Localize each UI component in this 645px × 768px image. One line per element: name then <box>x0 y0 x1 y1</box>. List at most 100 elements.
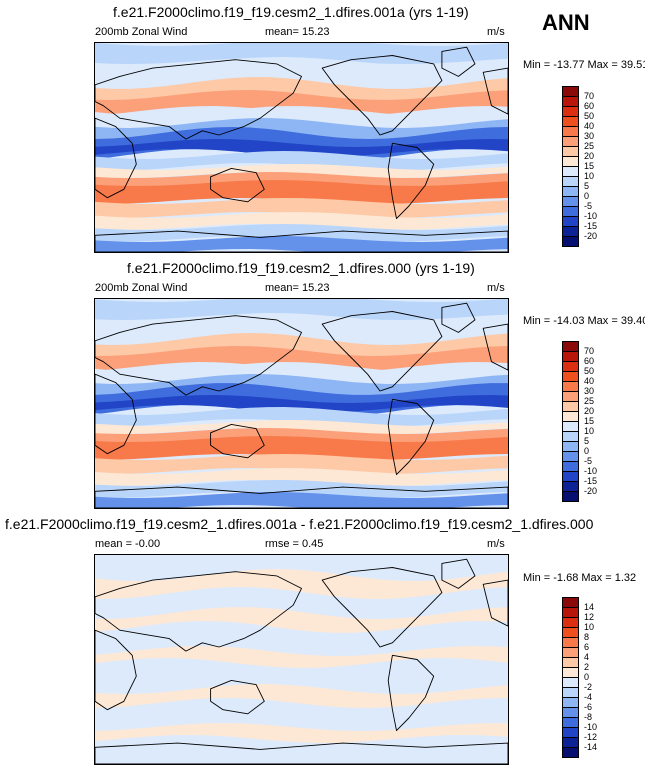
coastline <box>321 311 443 392</box>
colorbar-tick-label: 0 <box>584 672 590 682</box>
contour-band <box>95 607 508 633</box>
colorbar-tick-label: -5 <box>584 201 593 211</box>
contour-band <box>95 106 508 128</box>
colorbar-tick-label: 8 <box>584 632 590 642</box>
colorbar-tick-label: 15 <box>584 161 595 171</box>
colorbar-tick-label: -6 <box>584 702 593 712</box>
coastline <box>210 679 265 715</box>
contour-band <box>95 436 508 460</box>
colorbar-tick-label: -4 <box>584 692 593 702</box>
colorbar-tick-label: 60 <box>584 101 595 111</box>
colorbar-tick-label: 40 <box>584 376 595 386</box>
contour-band <box>95 313 508 343</box>
colorbar-tick-label: 5 <box>584 181 590 191</box>
contour-band <box>95 684 508 708</box>
colorbar-tick-label: -14 <box>584 742 598 752</box>
colorbar-tick-label: 70 <box>584 346 595 356</box>
contour-band <box>95 180 508 204</box>
contour-band <box>95 383 508 417</box>
coastline <box>95 59 302 140</box>
coastline <box>95 486 508 508</box>
colorbar-tick-label: -10 <box>584 722 598 732</box>
colorbar-tick-label: 6 <box>584 642 590 652</box>
colorbar-tick-label: 5 <box>584 436 590 446</box>
colorbar-tick-label: 30 <box>584 131 595 141</box>
coastline <box>95 373 137 455</box>
panel-2-colorbar: 70 60 50 40 30 25 20 15 10 5 0 -5 -10 -15 -20 <box>562 341 622 502</box>
coastline <box>210 167 265 203</box>
contour-band <box>95 420 508 434</box>
contour-band <box>95 468 508 486</box>
colorbar-tick-label: 14 <box>584 602 595 612</box>
contour-band <box>95 127 508 161</box>
colorbar-tick-label: 10 <box>584 171 595 181</box>
coastline <box>441 558 476 589</box>
panel-1-mean-label: mean= 15.23 <box>265 26 330 38</box>
coastline <box>321 567 443 648</box>
coastline <box>482 323 508 371</box>
colorbar-tick-label: 60 <box>584 356 595 366</box>
panel-2-mean-label: mean= 15.23 <box>265 282 330 294</box>
colorbar-tick-label: -8 <box>584 712 593 722</box>
coastline <box>95 742 508 764</box>
colorbar-tick-label: -20 <box>584 486 598 496</box>
contour-field <box>95 555 508 764</box>
panel-1-map <box>94 42 509 253</box>
colorbar-tick-label: 20 <box>584 406 595 416</box>
colorbar-swatch <box>562 491 579 502</box>
colorbar-tick-label: 4 <box>584 652 590 662</box>
panel-3-units-label: m/s <box>487 538 505 550</box>
panel-2-title: f.e21.F2000climo.f19_f19.cesm2_1.dfires.… <box>127 260 475 276</box>
contour-band <box>95 374 508 396</box>
colorbar-tick-label: 10 <box>584 426 595 436</box>
coastline <box>95 571 302 652</box>
panel-2-map <box>94 298 509 509</box>
colorbar-tick-label: 40 <box>584 121 595 131</box>
colorbar-tick-label: 70 <box>584 91 595 101</box>
coastline <box>482 579 508 627</box>
panel-1-minmax-label: Min = -13.77 Max = 39.51 <box>523 59 645 71</box>
colorbar-tick-label: 20 <box>584 151 595 161</box>
coastline <box>387 142 435 220</box>
colorbar-tick-label: -2 <box>584 682 593 692</box>
coastline <box>441 302 476 333</box>
coastline <box>95 117 137 199</box>
panel-1-units-label: m/s <box>487 26 505 38</box>
panel-3-colorbar: 14 12 10 8 6 4 2 0 -2 -4 -6 -8 -10 -12 -14 <box>562 597 622 758</box>
contour-band <box>95 118 508 140</box>
contour-band <box>95 90 508 116</box>
contour-band <box>95 224 508 242</box>
panel-2-variable-label: 200mb Zonal Wind <box>95 282 188 294</box>
panel-2-units-label: m/s <box>487 282 505 294</box>
panel-1-colorbar: 70 60 50 40 30 25 20 15 10 5 0 -5 -10 -15 -20 <box>562 86 622 247</box>
colorbar-tick-label: 25 <box>584 396 595 406</box>
coastline <box>210 423 265 459</box>
colorbar-swatch <box>562 747 579 758</box>
coastline <box>95 629 137 711</box>
coastline <box>95 315 302 396</box>
panel-1-title: f.e21.F2000climo.f19_f19.cesm2_1.dfires.… <box>113 4 469 20</box>
panel-2-minmax-label: Min = -14.03 Max = 39.40 <box>523 315 645 327</box>
colorbar-tick-label: 10 <box>584 622 595 632</box>
coastline <box>482 67 508 115</box>
colorbar-tick-label: 12 <box>584 612 595 622</box>
contour-band <box>95 212 508 230</box>
colorbar-tick-label: 0 <box>584 191 590 201</box>
coastline <box>321 55 443 136</box>
contour-band <box>95 346 508 372</box>
contour-band <box>95 299 508 320</box>
contour-band <box>95 236 508 252</box>
season-label: ANN <box>542 10 590 35</box>
colorbar-tick-label: 30 <box>584 386 595 396</box>
panel-3-minmax-label: Min = -1.68 Max = 1.32 <box>523 572 637 584</box>
contour-band <box>95 151 508 171</box>
colorbar-tick-label: -20 <box>584 231 598 241</box>
contour-field <box>95 43 508 252</box>
contour-band <box>95 723 508 743</box>
coastline <box>95 230 508 252</box>
contour-band <box>95 57 508 87</box>
contour-field <box>95 299 508 508</box>
contour-band <box>95 362 508 384</box>
panel-3-map <box>94 554 509 765</box>
contour-band <box>95 407 508 427</box>
